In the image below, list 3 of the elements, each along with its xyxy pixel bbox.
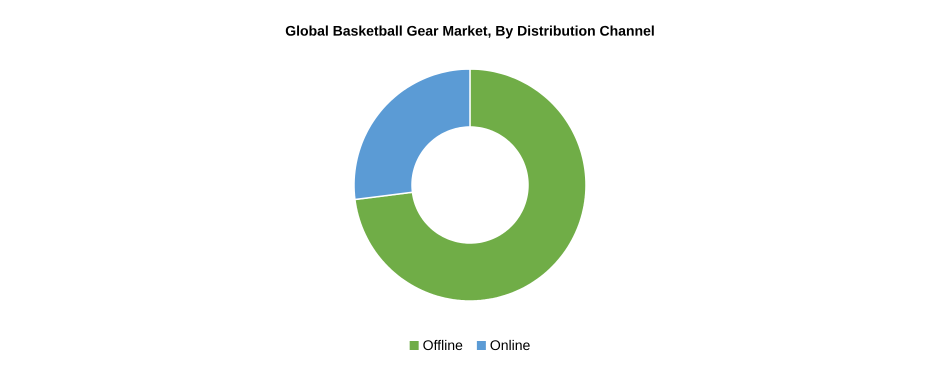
chart-title: Global Basketball Gear Market, By Distribution Channel [286, 25, 654, 39]
legend-label: Offline [423, 340, 462, 350]
legend-label: Online [490, 340, 530, 350]
